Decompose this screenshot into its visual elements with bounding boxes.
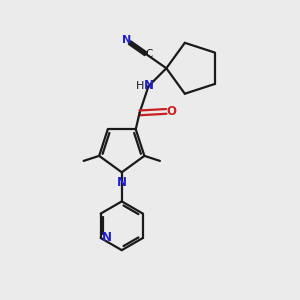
- Text: C: C: [145, 50, 152, 59]
- Text: N: N: [122, 35, 131, 45]
- Text: O: O: [167, 105, 177, 118]
- Text: H: H: [136, 80, 144, 91]
- Text: N: N: [117, 176, 128, 189]
- Text: N: N: [102, 232, 112, 244]
- Text: N: N: [144, 79, 154, 92]
